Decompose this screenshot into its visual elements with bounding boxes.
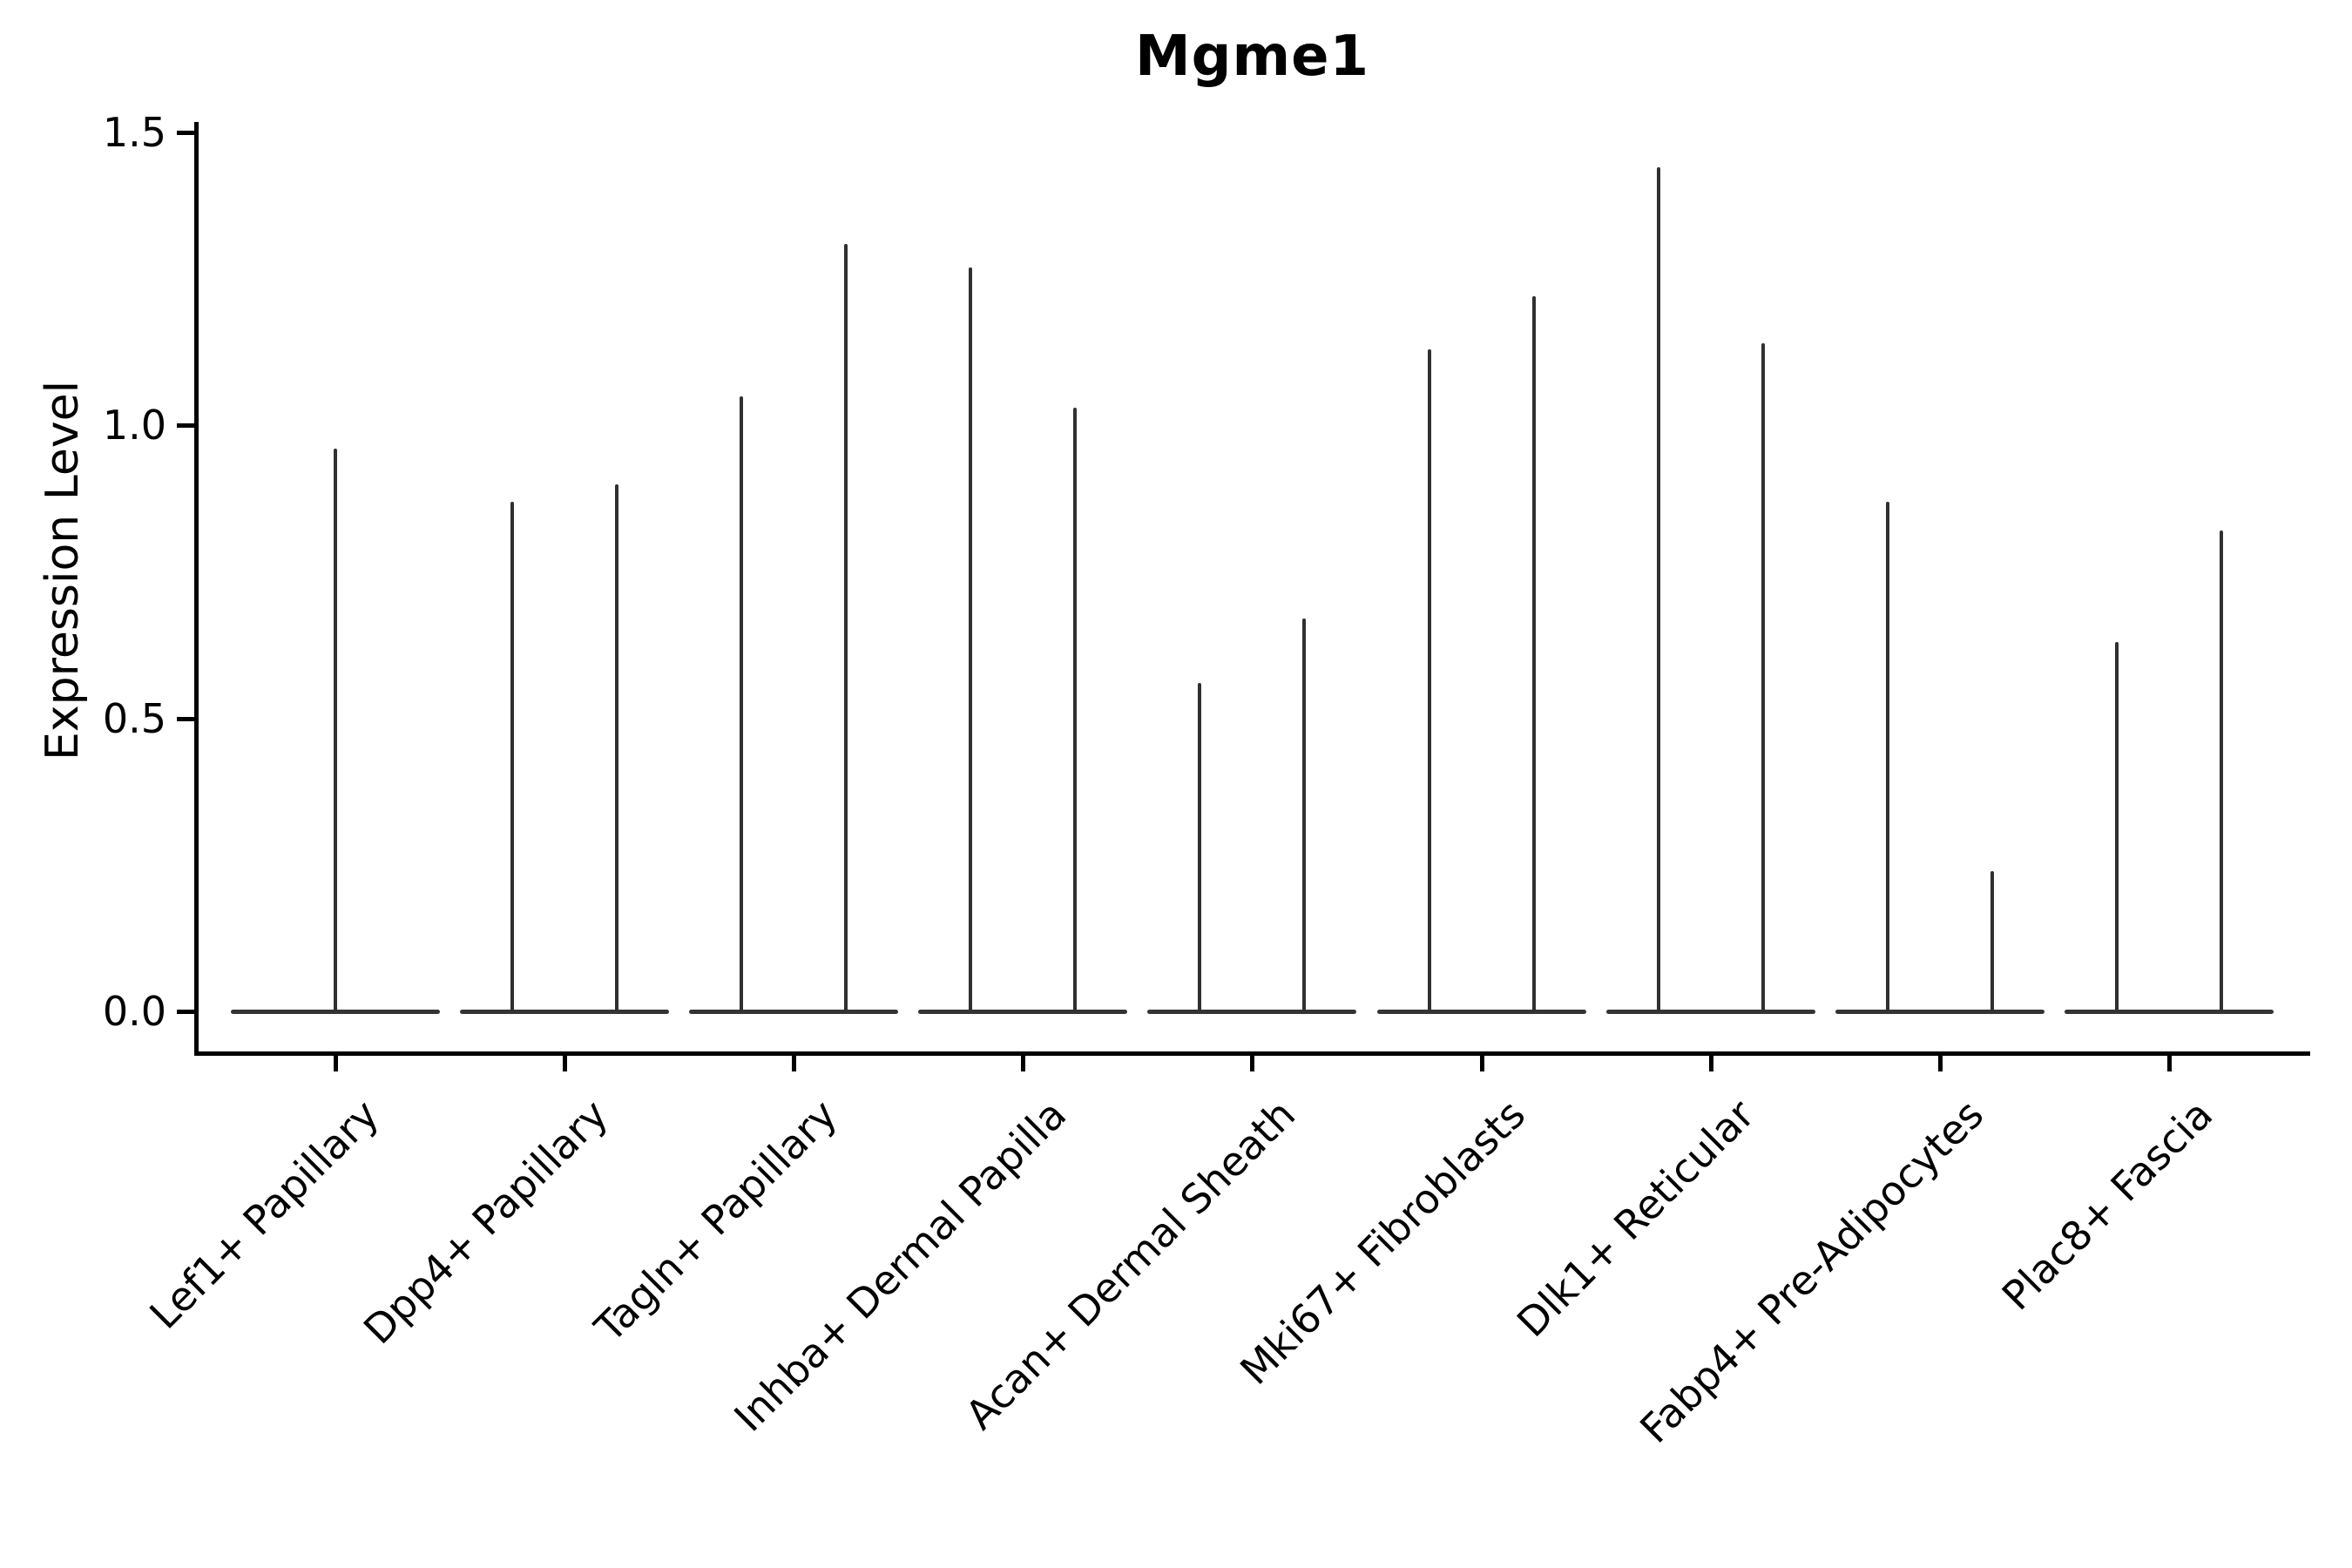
x-axis-spine [194, 1051, 2310, 1056]
violin-spike [1427, 348, 1431, 1011]
x-tick-mark [334, 1056, 338, 1071]
y-tick-mark [177, 130, 194, 135]
violin-baseline [689, 1009, 899, 1014]
violin-spike [844, 243, 848, 1011]
violin-baseline [1835, 1009, 2044, 1014]
violin-spike [1531, 296, 1536, 1011]
x-tick-mark [1937, 1056, 1943, 1071]
violin-baseline [1147, 1009, 1357, 1014]
y-tick-mark [177, 423, 194, 429]
y-tick-label: 0.5 [102, 694, 166, 742]
violin-spike [2219, 531, 2223, 1011]
violin-spike [1302, 618, 1307, 1011]
violin-spike [1885, 501, 1889, 1011]
violin-baseline [2064, 1009, 2274, 1014]
violin-baseline [231, 1009, 440, 1014]
x-tick-mark [1708, 1056, 1713, 1071]
violin-spike [740, 395, 744, 1011]
y-tick-label: 1.5 [102, 108, 166, 156]
violin-spike [969, 267, 973, 1011]
violin-baseline [460, 1009, 670, 1014]
y-tick-mark [177, 716, 194, 721]
y-tick-label: 0.0 [102, 988, 166, 1035]
x-tick-mark [792, 1056, 797, 1071]
y-axis-spine [194, 122, 199, 1056]
violin-spike [1761, 343, 1765, 1011]
violin-spike [1990, 870, 1994, 1011]
violin-baseline [1376, 1009, 1586, 1014]
violin-spike [2114, 642, 2119, 1011]
violin-baseline [1605, 1009, 1815, 1014]
violin-spike [510, 501, 515, 1011]
y-tick-label: 1.0 [102, 402, 166, 449]
y-tick-mark [177, 1010, 194, 1014]
violin-spike [1198, 683, 1202, 1011]
x-tick-mark [563, 1056, 568, 1071]
violin-spike [334, 449, 337, 1011]
x-tick-mark [1250, 1056, 1255, 1071]
violin-spike [1656, 167, 1660, 1011]
x-tick-mark [2166, 1056, 2172, 1071]
chart-title: Mgme1 [1134, 24, 1370, 89]
x-tick-mark [1479, 1056, 1484, 1071]
violin-baseline [918, 1009, 1128, 1014]
x-tick-mark [1021, 1056, 1026, 1071]
violin-spike [1073, 408, 1078, 1011]
violin-spike [615, 483, 619, 1011]
